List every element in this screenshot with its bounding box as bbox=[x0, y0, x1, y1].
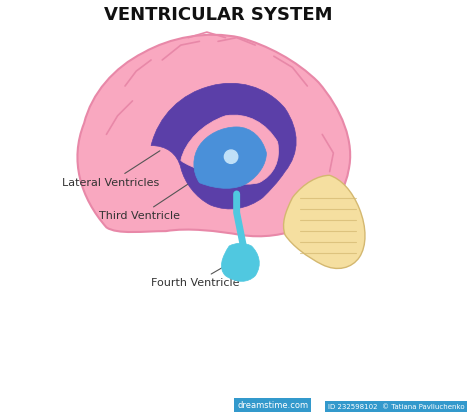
PathPatch shape bbox=[181, 115, 279, 184]
PathPatch shape bbox=[194, 127, 266, 189]
Text: ID 232598102  © Tatiana Pavliuchenko: ID 232598102 © Tatiana Pavliuchenko bbox=[328, 404, 465, 410]
PathPatch shape bbox=[151, 83, 296, 209]
Circle shape bbox=[224, 150, 238, 163]
PathPatch shape bbox=[283, 175, 365, 268]
Text: dreamstime.com: dreamstime.com bbox=[237, 400, 308, 410]
Text: Lateral Ventricles: Lateral Ventricles bbox=[62, 151, 160, 188]
PathPatch shape bbox=[221, 243, 259, 281]
Text: Third Ventricle: Third Ventricle bbox=[99, 173, 205, 221]
Text: VENTRICULAR SYSTEM: VENTRICULAR SYSTEM bbox=[104, 6, 332, 24]
PathPatch shape bbox=[77, 35, 350, 236]
Text: Fourth Ventricle: Fourth Ventricle bbox=[151, 259, 239, 288]
